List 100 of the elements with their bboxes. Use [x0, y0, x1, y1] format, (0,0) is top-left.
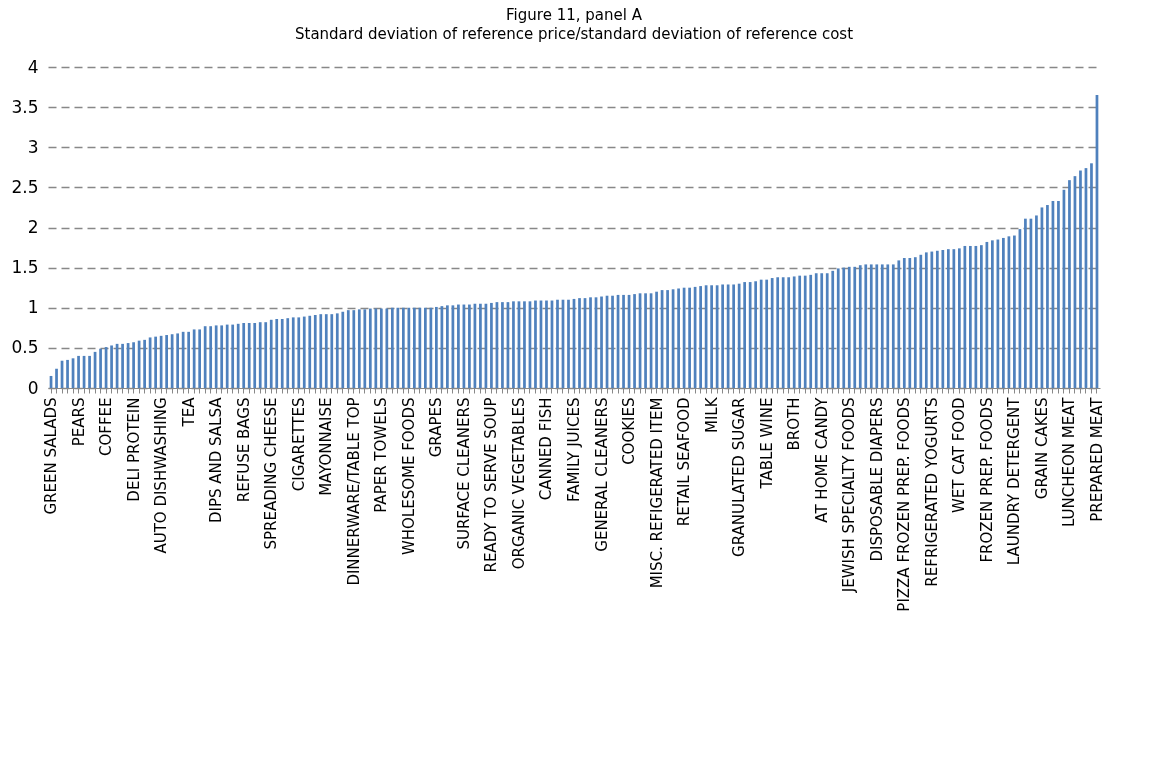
bar [781, 277, 785, 388]
bar [688, 287, 691, 388]
bar [192, 329, 196, 388]
bar [1057, 201, 1060, 388]
bar [407, 307, 411, 388]
bar [980, 245, 983, 388]
bar [88, 355, 91, 388]
bar [556, 299, 559, 388]
bar [379, 308, 383, 388]
bar [374, 308, 378, 388]
x-tick-label: ORGANIC VEGETABLES [509, 397, 528, 570]
bar [814, 273, 818, 388]
bar [424, 307, 427, 388]
bar [1035, 215, 1038, 388]
bar [523, 301, 526, 388]
x-tick-label: DISPOSABLE DIAPERS [867, 397, 886, 562]
bar [1090, 163, 1093, 388]
x-tick-label: GRAPES [427, 397, 446, 458]
y-tick-label: 3.5 [11, 96, 39, 117]
x-tick-label: GRAIN CAKES [1032, 397, 1051, 500]
x-tick-label: JEWISH SPECIALTY FOODS [840, 397, 859, 594]
bar [66, 359, 69, 388]
bar [385, 308, 389, 388]
x-tick-label: AT HOME CANDY [812, 396, 831, 523]
bar [1024, 218, 1027, 388]
bar [677, 288, 680, 388]
bar [324, 314, 328, 388]
bar [313, 314, 317, 388]
x-tick-label: BROTH [785, 397, 804, 451]
bar [666, 290, 669, 388]
bar [1068, 180, 1071, 388]
x-tick-label: FAMILY JUICES [565, 397, 583, 502]
y-tick-label: 1 [27, 297, 39, 318]
bar [825, 273, 829, 388]
bar [891, 264, 895, 388]
bar [253, 323, 257, 388]
bar [132, 342, 135, 388]
bar [55, 368, 58, 388]
x-tick-label: LAUNDRY DETERGENT [1005, 396, 1024, 566]
bar [869, 264, 873, 388]
bar [919, 254, 923, 388]
bar [935, 250, 939, 388]
bar [302, 316, 306, 388]
bar [726, 284, 730, 388]
bar [957, 248, 961, 388]
bar [435, 306, 438, 388]
bar [412, 307, 416, 388]
bar [754, 281, 758, 388]
bar [770, 278, 774, 388]
bar [346, 310, 350, 388]
bar [341, 311, 345, 388]
bar [501, 302, 504, 388]
bar [787, 277, 791, 388]
bar [390, 307, 394, 388]
bar [110, 345, 113, 388]
bar [1013, 235, 1016, 388]
bar [759, 279, 763, 388]
bar [578, 298, 581, 388]
x-tick-label: GENERAL CLEANERS [592, 397, 611, 552]
x-tick-label: MAYONNAISE [317, 397, 336, 496]
bar [143, 339, 146, 388]
x-tick-label: COOKIES [620, 397, 639, 465]
bar [214, 325, 218, 388]
chart-subtitle: Standard deviation of reference price/standard deviation of reference cost [294, 25, 854, 43]
x-tick-label: DIPS AND SALSA [207, 396, 226, 524]
x-tick-label: AUTO DISHWASHING [152, 397, 171, 554]
bar [792, 276, 796, 388]
bar [880, 264, 884, 388]
bar [220, 325, 224, 388]
bar [776, 277, 780, 388]
x-tick-label: REFRIGERATED YOGURTS [922, 397, 941, 587]
x-tick-label: PEARS [69, 397, 88, 447]
bar [710, 285, 713, 388]
bar [286, 318, 290, 388]
bar [1002, 237, 1005, 388]
bar [798, 275, 802, 388]
x-tick-label: FROZEN PREP. FOODS [977, 397, 996, 563]
bar [875, 264, 879, 388]
bar [952, 249, 956, 388]
bar [908, 258, 912, 388]
x-tick-label: RETAIL SEAFOOD [675, 397, 694, 527]
bar [242, 323, 246, 388]
bar [401, 307, 405, 388]
bar [99, 348, 102, 388]
bar [622, 294, 625, 388]
bar [930, 251, 934, 388]
y-tick-label: 2 [27, 217, 39, 237]
y-tick-label: 0.5 [11, 337, 39, 358]
bar [842, 267, 846, 388]
y-tick-label: 1.5 [11, 257, 39, 278]
bar [732, 284, 736, 388]
bar [231, 324, 235, 388]
x-tick-label: CIGARETTES [289, 397, 308, 492]
bar [644, 293, 647, 388]
x-tick-label: COFFEE [97, 397, 116, 456]
x-tick-label: MISC. REFIGERATED ITEM [647, 397, 666, 589]
bar [924, 252, 928, 388]
x-tick-label: TEA [179, 396, 198, 428]
bar [809, 274, 813, 388]
bar [1079, 170, 1082, 388]
